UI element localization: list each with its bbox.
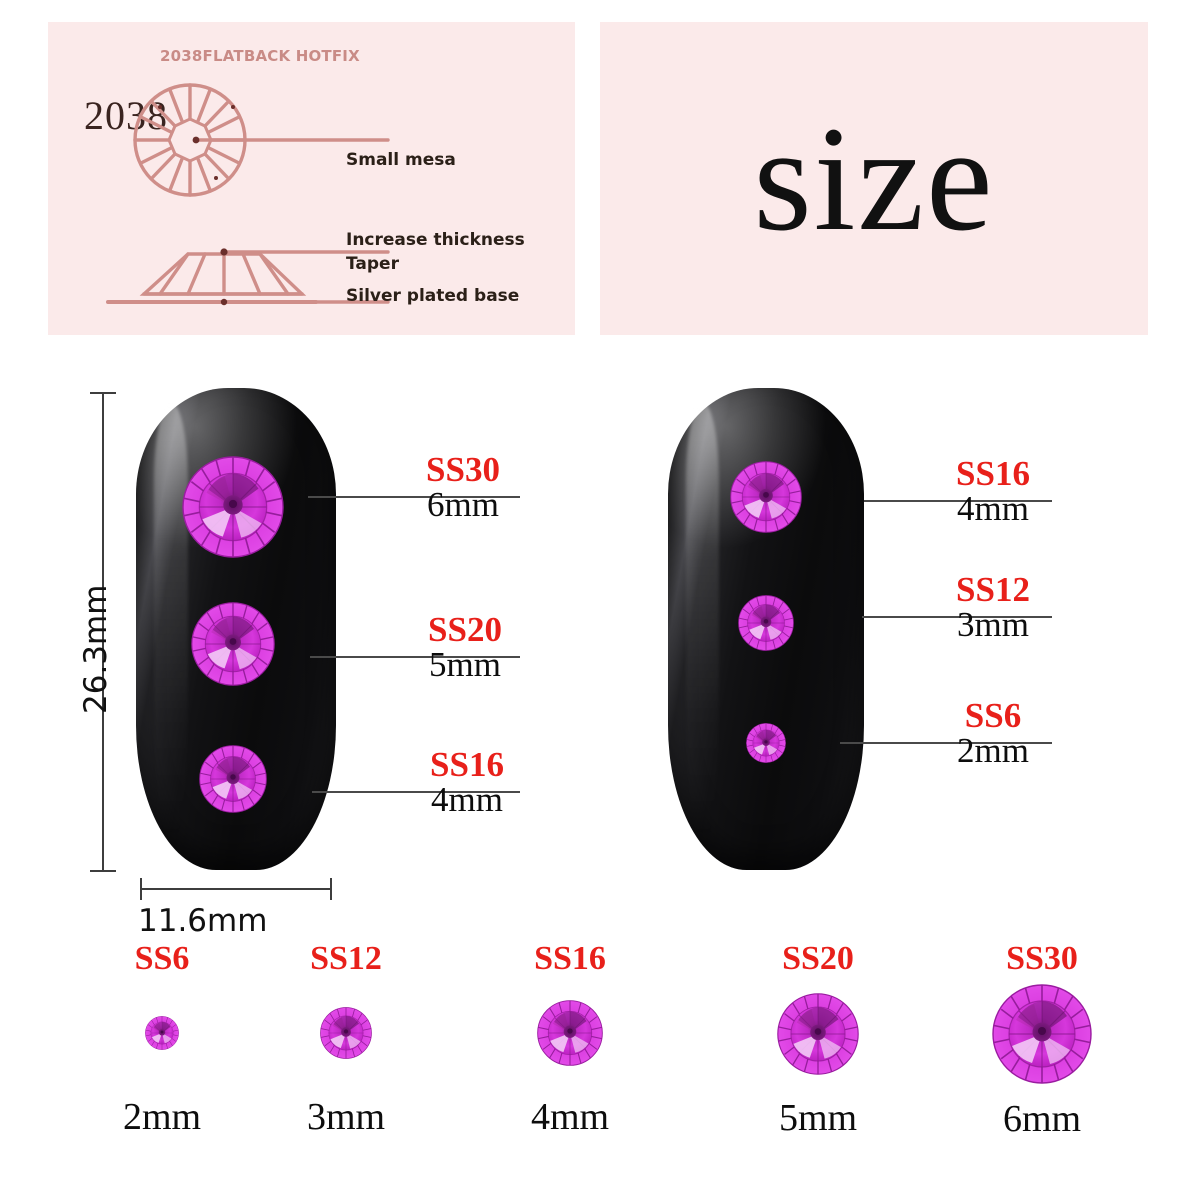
label-ss16-right: SS16 4mm bbox=[932, 456, 1054, 528]
size-panel bbox=[600, 22, 1148, 335]
annotation-taper: Taper bbox=[346, 254, 399, 274]
swatch-ss16-gem bbox=[537, 1000, 603, 1066]
label-ss16-left-mm: 4mm bbox=[431, 780, 503, 819]
width-dimension-cap-right bbox=[330, 878, 332, 900]
spec-panel bbox=[48, 22, 575, 335]
gem-ss20-on-nail bbox=[191, 602, 275, 686]
swatch-ss12: SS12 3mm bbox=[272, 940, 420, 1138]
size-heading: size bbox=[753, 95, 995, 262]
label-ss16-right-size: SS16 bbox=[956, 454, 1030, 493]
size-heading-wrap: size bbox=[600, 22, 1148, 335]
annotation-silver-plated-base: Silver plated base bbox=[346, 286, 520, 306]
swatch-ss16: SS16 4mm bbox=[496, 940, 644, 1138]
label-ss6: SS6 2mm bbox=[932, 698, 1054, 770]
swatch-ss20-gem bbox=[777, 993, 859, 1075]
swatch-ss16-size: SS16 bbox=[534, 940, 606, 977]
swatch-ss20-mm: 5mm bbox=[778, 1097, 858, 1139]
annotation-increase-thickness: Increase thickness bbox=[346, 230, 525, 250]
gem-ss6-on-nail bbox=[746, 723, 786, 763]
swatch-ss12-mm: 3mm bbox=[306, 1096, 386, 1138]
leader-line-ss30 bbox=[308, 496, 520, 498]
leader-line-ss20 bbox=[310, 656, 520, 658]
label-ss30-mm: 6mm bbox=[427, 485, 499, 524]
spec-panel-title: 2038FLATBACK HOTFIX bbox=[160, 47, 360, 65]
swatch-ss16-mm: 4mm bbox=[530, 1096, 610, 1138]
leader-line-ss16-right bbox=[864, 500, 1052, 502]
label-ss20-mm: 5mm bbox=[429, 645, 501, 684]
nail-gloss-highlight-right bbox=[685, 402, 719, 846]
gem-ss30-on-nail bbox=[182, 456, 284, 558]
leader-line-ss16-left bbox=[312, 791, 520, 793]
height-dimension-label: 26.3mm bbox=[78, 584, 114, 714]
height-dimension-line bbox=[102, 392, 104, 872]
swatch-ss20: SS20 5mm bbox=[744, 942, 892, 1137]
width-dimension-label: 11.6mm bbox=[138, 903, 268, 939]
swatch-ss6-mm: 2mm bbox=[122, 1096, 202, 1138]
swatch-ss30: SS30 6mm bbox=[968, 942, 1116, 1138]
swatch-ss6: SS6 2mm bbox=[88, 940, 236, 1138]
width-dimension-cap-left bbox=[140, 878, 142, 900]
label-ss12-size: SS12 bbox=[956, 570, 1030, 609]
crystal-diagram bbox=[106, 83, 390, 306]
swatch-ss6-size: SS6 bbox=[134, 940, 190, 977]
swatch-ss6-gem bbox=[145, 1016, 179, 1050]
height-dimension-cap-top bbox=[90, 392, 116, 394]
label-ss20-size: SS20 bbox=[428, 610, 502, 649]
label-ss30-size: SS30 bbox=[426, 450, 500, 489]
swatch-ss12-size: SS12 bbox=[310, 940, 382, 977]
leader-line-ss12 bbox=[862, 616, 1052, 618]
gem-ss16-on-nail-right bbox=[730, 461, 802, 533]
label-ss20: SS20 5mm bbox=[404, 612, 526, 684]
swatch-ss20-size: SS20 bbox=[782, 940, 854, 977]
label-ss30: SS30 6mm bbox=[402, 452, 524, 524]
label-ss16-left-size: SS16 bbox=[430, 745, 504, 784]
label-ss12: SS12 3mm bbox=[932, 572, 1054, 644]
label-ss6-size: SS6 bbox=[964, 696, 1022, 735]
gem-ss16-on-nail bbox=[199, 745, 267, 813]
label-ss6-mm: 2mm bbox=[957, 731, 1029, 770]
swatch-ss30-mm: 6mm bbox=[1002, 1098, 1082, 1140]
swatch-ss30-gem bbox=[992, 984, 1092, 1084]
swatch-ss30-size: SS30 bbox=[1006, 940, 1078, 977]
gem-ss12-on-nail bbox=[738, 595, 794, 651]
height-dimension-cap-bottom bbox=[90, 870, 116, 872]
annotation-small-mesa: Small mesa bbox=[346, 150, 456, 170]
label-ss12-mm: 3mm bbox=[957, 605, 1029, 644]
leader-line-ss6 bbox=[840, 742, 1052, 744]
label-ss16-left: SS16 4mm bbox=[406, 747, 528, 819]
width-dimension-line bbox=[140, 888, 332, 890]
label-ss16-right-mm: 4mm bbox=[957, 489, 1029, 528]
swatch-ss12-gem bbox=[320, 1007, 372, 1059]
